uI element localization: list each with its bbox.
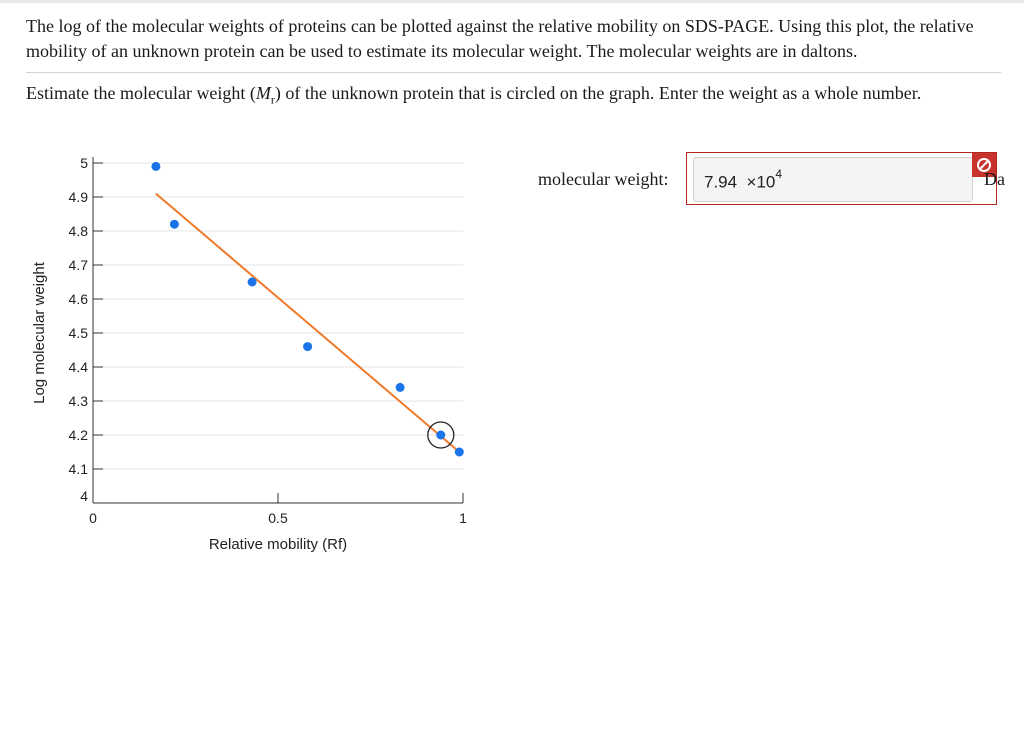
answer-value: 7.94 ×104 (704, 167, 783, 193)
data-point (395, 382, 405, 392)
x-tick-label: 0 (89, 510, 97, 526)
answer-label: molecular weight: (538, 169, 669, 189)
y-tick-label: 4.4 (69, 359, 89, 375)
y-tick-label: 4 (80, 488, 88, 504)
mobility-chart: 4 4.1 4.2 4.3 4.4 4.5 4.6 4.7 4.8 4.9 5 0 0.5 1 Relati… (0, 140, 520, 580)
data-point (454, 447, 464, 457)
status-badge (972, 153, 996, 177)
data-point (151, 161, 161, 171)
unknown-protein-circle (427, 421, 455, 449)
answer-exponent: 4 (775, 167, 783, 181)
y-axis-title: Log molecular weight (31, 261, 48, 404)
prompt-after: ) of the unknown protein that is circled… (274, 83, 922, 103)
y-tick-label: 4.2 (69, 427, 89, 443)
y-tick-label: 4.7 (69, 257, 89, 273)
x-tick-label: 0.5 (268, 510, 288, 526)
y-tick-label: 4.1 (69, 461, 89, 477)
answer-mantissa: 7.94 (704, 172, 738, 192)
prompt-subscript: r (270, 92, 275, 107)
prompt-symbol: M (255, 83, 271, 103)
x-tick-label: 1 (459, 510, 467, 526)
question-prompt: Estimate the molecular weight (Mr) of th… (26, 81, 921, 113)
data-point (303, 342, 313, 352)
blocked-icon (977, 158, 991, 172)
molecular-weight-input[interactable]: 7.94 ×104 (693, 157, 973, 202)
answer-times: ×10 (746, 172, 776, 192)
answer-box: 7.94 ×104 (686, 152, 997, 205)
chart-svg: 4 4.1 4.2 4.3 4.4 4.5 4.6 4.7 4.8 4.9 5 0 0.5 1 Relati… (31, 155, 467, 553)
question-paragraph: The log of the molecular weights of prot… (26, 16, 974, 61)
data-point (247, 277, 257, 287)
unit-label: Da (984, 169, 1005, 189)
data-point (169, 219, 179, 229)
fit-line (155, 192, 460, 453)
question-text: The log of the molecular weights of prot… (26, 14, 1001, 64)
top-rule (0, 0, 1024, 3)
data-point (436, 430, 446, 440)
y-tick-label: 4.8 (69, 223, 89, 239)
y-tick-label: 4.9 (69, 189, 89, 205)
y-tick-label: 4.5 (69, 325, 89, 341)
y-tick-label: 4.6 (69, 291, 89, 307)
prompt-before: Estimate the molecular weight ( (26, 83, 256, 103)
prompt-divider (26, 72, 1001, 73)
y-tick-label: 4.3 (69, 393, 89, 409)
x-axis-title: Relative mobility (Rf) (209, 536, 347, 553)
y-tick-label: 5 (80, 155, 88, 171)
